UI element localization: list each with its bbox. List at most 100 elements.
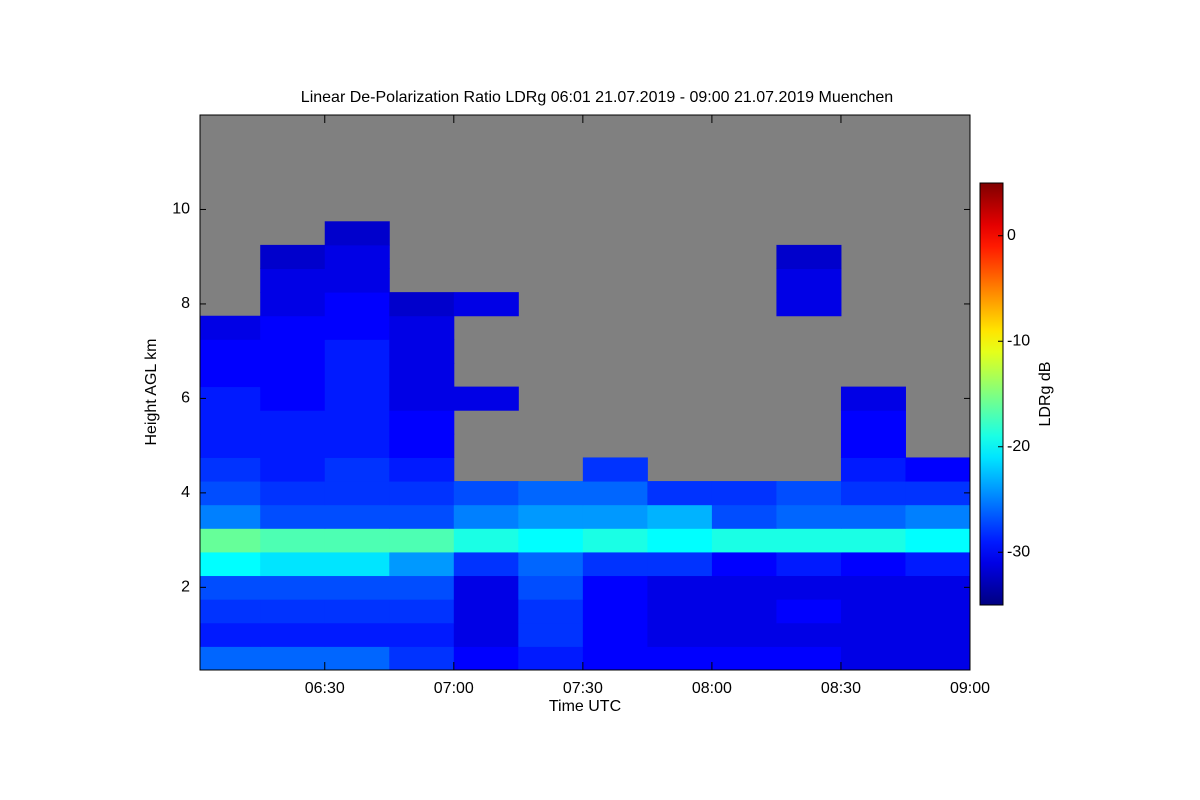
- heatmap-cell: [711, 551, 777, 577]
- heatmap-cell: [711, 481, 777, 506]
- heatmap-cell: [260, 244, 326, 270]
- heatmap-cell: [647, 504, 713, 529]
- heatmap-cell: [389, 622, 455, 647]
- heatmap-cell: [389, 646, 455, 671]
- heatmap-cell: [260, 551, 326, 577]
- heatmap-cell: [905, 504, 971, 529]
- x-tick-label: 08:00: [692, 680, 732, 697]
- colorbar-tick-label: -10: [1007, 332, 1030, 349]
- heatmap-cell: [324, 599, 390, 624]
- heatmap-cell: [840, 410, 906, 435]
- heatmap-cell: [324, 386, 390, 411]
- heatmap-cell: [711, 528, 777, 553]
- heatmap-cell: [389, 292, 455, 317]
- heatmap-cell: [647, 575, 713, 600]
- heatmap-cell: [840, 646, 906, 671]
- colorbar-label: LDRg dB: [1037, 362, 1054, 427]
- y-tick-label: 2: [181, 579, 190, 596]
- colorbar-tick-label: -30: [1007, 543, 1030, 560]
- heatmap-cell: [389, 575, 455, 600]
- heatmap-cell: [647, 622, 713, 647]
- chart-title: Linear De-Polarization Ratio LDRg 06:01 …: [301, 89, 893, 106]
- heatmap-cell: [389, 315, 455, 340]
- heatmap-cell: [324, 339, 390, 364]
- plot-frame: [199, 114, 971, 671]
- heatmap-cell: [905, 622, 971, 647]
- heatmap-cell: [260, 575, 326, 600]
- heatmap-cell: [324, 292, 390, 317]
- heatmap-cell: [453, 622, 519, 647]
- x-tick-label: 09:00: [950, 680, 990, 697]
- heatmap-cell: [647, 599, 713, 624]
- heatmap-cell: [711, 504, 777, 529]
- heatmap-cell: [582, 646, 648, 671]
- heatmap-cell: [905, 575, 971, 600]
- heatmap-cell: [260, 599, 326, 624]
- heatmap-cell: [453, 575, 519, 600]
- heatmap-cell: [200, 362, 261, 388]
- heatmap-cell: [200, 315, 261, 340]
- heatmap-cell: [582, 457, 648, 482]
- heatmap-cell: [260, 433, 326, 458]
- heatmap-cell: [647, 481, 713, 506]
- colorbar: [979, 182, 1004, 606]
- heatmap-cell: [324, 221, 390, 246]
- heatmap-cell: [389, 528, 455, 553]
- heatmap-cell: [776, 599, 842, 624]
- heatmap-cell: [776, 622, 842, 647]
- heatmap-cell: [260, 481, 326, 506]
- heatmap-cell: [200, 599, 261, 624]
- heatmap-cell: [324, 575, 390, 600]
- heatmap-cell: [840, 551, 906, 577]
- heatmap-cell: [260, 504, 326, 529]
- x-tick-label: 06:30: [305, 680, 345, 697]
- heatmap-cell: [453, 551, 519, 577]
- heatmap-cell: [324, 410, 390, 435]
- heatmap-cell: [389, 551, 455, 577]
- y-tick-label: 6: [181, 390, 190, 407]
- heatmap-cell: [260, 457, 326, 482]
- heatmap-cell: [776, 551, 842, 577]
- heatmap-cell: [905, 599, 971, 624]
- heatmap-cell: [260, 268, 326, 293]
- heatmap-cell: [200, 504, 261, 529]
- heatmap-cell: [200, 481, 261, 506]
- heatmap-cell: [518, 551, 584, 577]
- heatmap-cell: [518, 504, 584, 529]
- heatmap-cell: [905, 551, 971, 577]
- colorbar-tick-label: 0: [1007, 227, 1016, 244]
- heatmap-cell: [324, 646, 390, 671]
- x-axis-label: Time UTC: [549, 698, 621, 715]
- heatmap-cell: [776, 575, 842, 600]
- heatmap-cell: [776, 244, 842, 270]
- heatmap-cell: [776, 292, 842, 317]
- heatmap-cell: [582, 575, 648, 600]
- heatmap-cell: [453, 481, 519, 506]
- heatmap-cell: [518, 622, 584, 647]
- heatmap-cell: [518, 575, 584, 600]
- heatmap-cell: [324, 481, 390, 506]
- heatmap-cell: [260, 292, 326, 317]
- heatmap-cell: [260, 339, 326, 364]
- heatmap-cell: [582, 622, 648, 647]
- heatmap-cell: [260, 386, 326, 411]
- heatmap-cell: [260, 315, 326, 340]
- y-tick-label: 4: [181, 484, 190, 501]
- heatmap-cell: [389, 457, 455, 482]
- heatmap-cell: [905, 457, 971, 482]
- heatmap-cell: [518, 646, 584, 671]
- x-tick-label: 08:30: [821, 680, 861, 697]
- heatmap-cell: [905, 481, 971, 506]
- heatmap-cell: [324, 551, 390, 577]
- heatmap-cell: [453, 599, 519, 624]
- heatmap-cell: [260, 646, 326, 671]
- heatmap-cell: [840, 433, 906, 458]
- heatmap-cell: [200, 622, 261, 647]
- heatmap-cell: [776, 528, 842, 553]
- heatmap-cell: [518, 599, 584, 624]
- heatmap-cell: [647, 646, 713, 671]
- heatmap-cell: [840, 575, 906, 600]
- heatmap-cell: [453, 504, 519, 529]
- heatmap-cell: [324, 362, 390, 388]
- heatmap-cell: [582, 551, 648, 577]
